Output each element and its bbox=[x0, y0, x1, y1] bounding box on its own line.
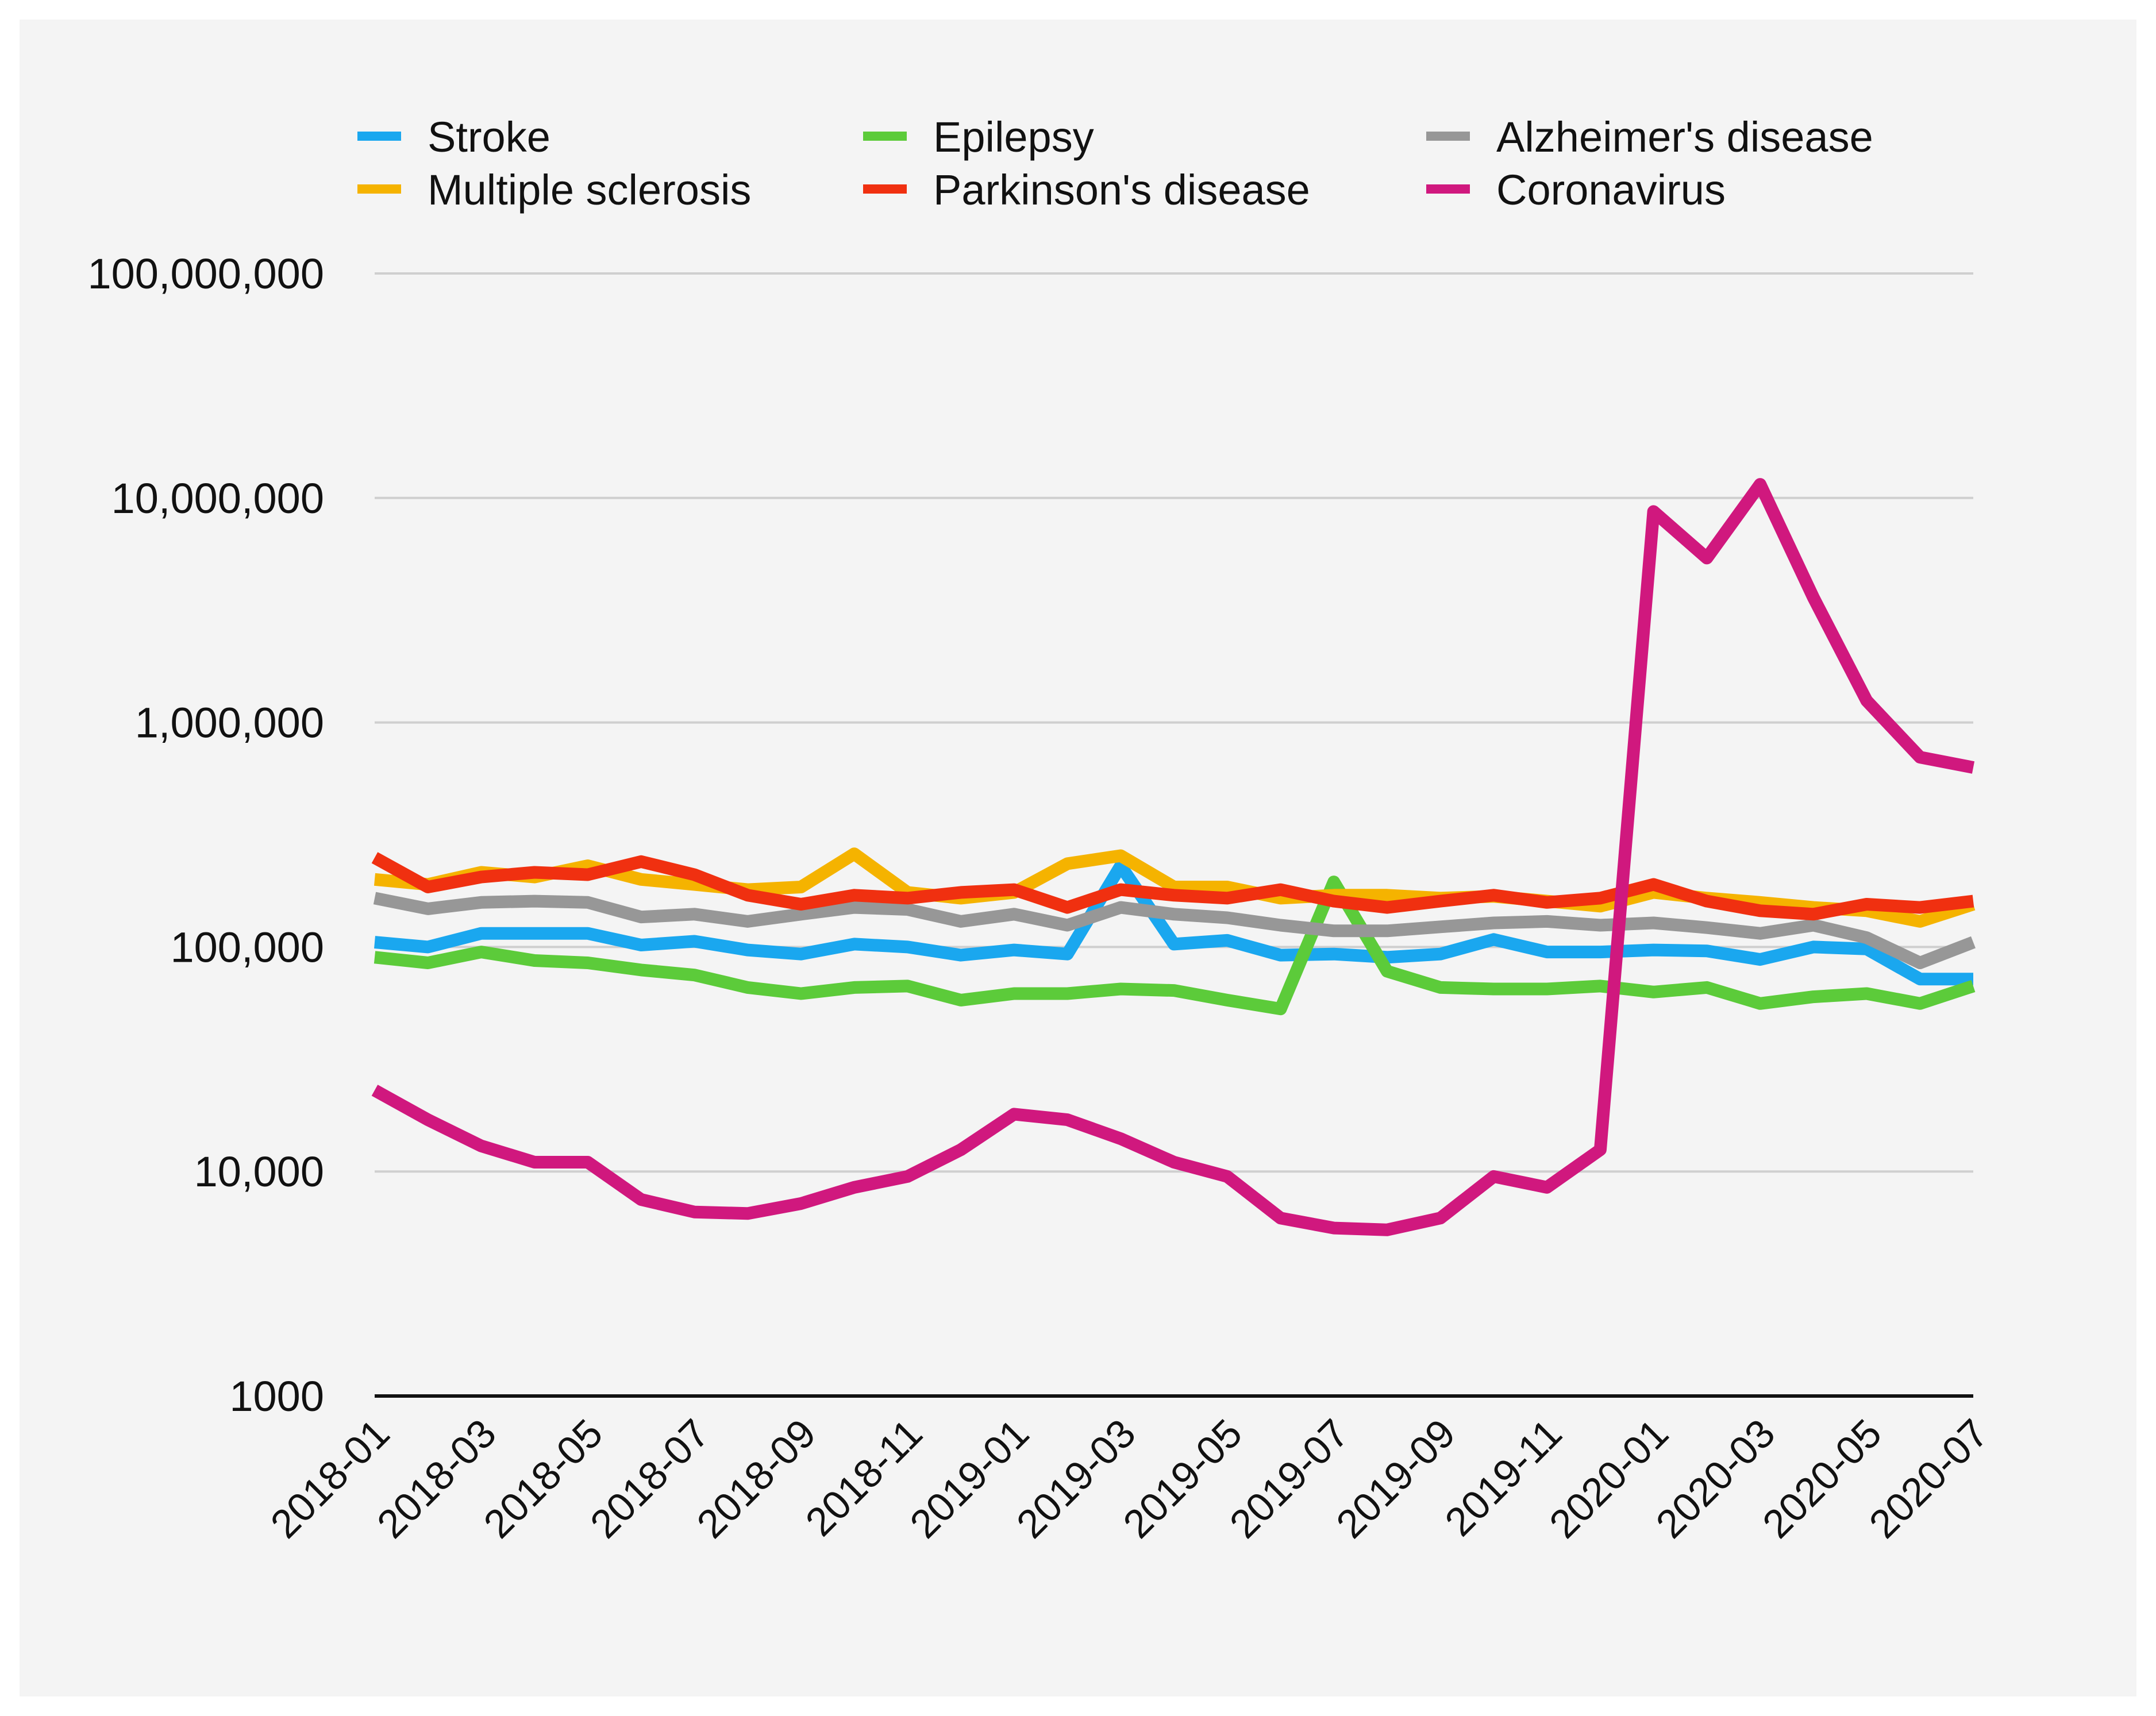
line-chart: 1000 10,000 100,000 1,000,000 10,000,000 100,… bbox=[87, 113, 1997, 1547]
legend-label: Epilepsy bbox=[933, 113, 1094, 161]
x-tick-label: 2018-03 bbox=[368, 1410, 505, 1547]
legend-label: Multiple sclerosis bbox=[428, 166, 751, 214]
x-tick-label: 2019-03 bbox=[1008, 1410, 1144, 1547]
legend-label: Alzheimer's disease bbox=[1496, 113, 1873, 161]
legend-item-alzheimer-s-disease[interactable]: Alzheimer's disease bbox=[1426, 113, 1873, 161]
x-tick-label: 2020-03 bbox=[1647, 1410, 1784, 1547]
series-line-coronavirus bbox=[371, 478, 1975, 1236]
legend-item-multiple-sclerosis[interactable]: Multiple sclerosis bbox=[357, 166, 751, 214]
series-lines bbox=[371, 478, 1976, 1236]
x-tick-label: 2019-01 bbox=[902, 1410, 1038, 1547]
legend-label: Coronavirus bbox=[1496, 166, 1726, 214]
x-tick-label: 2018-01 bbox=[262, 1410, 398, 1547]
x-tick-label: 2020-05 bbox=[1754, 1410, 1890, 1547]
y-tick-label: 100,000,000 bbox=[87, 250, 324, 298]
x-tick-label: 2020-01 bbox=[1541, 1410, 1677, 1547]
x-tick-label: 2018-09 bbox=[688, 1410, 825, 1547]
legend-item-parkinson-s-disease[interactable]: Parkinson's disease bbox=[863, 166, 1310, 214]
legend[interactable]: Stroke Epilepsy Alzheimer's disease Multipl… bbox=[357, 113, 1873, 214]
x-tick-label: 2019-07 bbox=[1221, 1410, 1357, 1547]
series-line-alzheimer-s-disease bbox=[373, 892, 1976, 969]
series-line-stroke bbox=[374, 859, 1973, 986]
x-tick-label: 2019-09 bbox=[1327, 1410, 1464, 1547]
y-tick-label: 10,000,000 bbox=[111, 475, 324, 522]
legend-label: Stroke bbox=[428, 113, 550, 161]
x-tick-label: 2018-07 bbox=[582, 1410, 718, 1547]
x-tick-label: 2019-05 bbox=[1115, 1410, 1251, 1547]
y-tick-label: 1,000,000 bbox=[135, 699, 324, 747]
legend-item-stroke[interactable]: Stroke bbox=[357, 113, 550, 161]
legend-item-coronavirus[interactable]: Coronavirus bbox=[1426, 166, 1726, 214]
series-line-parkinson-s-disease bbox=[371, 852, 1974, 921]
legend-label: Parkinson's disease bbox=[933, 166, 1310, 214]
x-axis-tick-labels: 2018-012018-032018-052018-072018-092018-… bbox=[262, 1410, 1997, 1547]
chart-panel: 1000 10,000 100,000 1,000,000 10,000,000 100,… bbox=[20, 20, 2136, 1696]
y-tick-label: 100,000 bbox=[171, 923, 325, 971]
gridlines bbox=[375, 272, 1973, 1398]
series-line-epilepsy bbox=[374, 876, 1976, 1016]
x-tick-label: 2020-07 bbox=[1861, 1410, 1997, 1547]
y-tick-label: 1000 bbox=[229, 1372, 324, 1420]
y-axis-tick-labels: 1000 10,000 100,000 1,000,000 10,000,000 100,… bbox=[87, 250, 324, 1420]
y-tick-label: 10,000 bbox=[194, 1148, 324, 1196]
x-tick-label: 2018-05 bbox=[475, 1410, 611, 1547]
legend-item-epilepsy[interactable]: Epilepsy bbox=[863, 113, 1094, 161]
